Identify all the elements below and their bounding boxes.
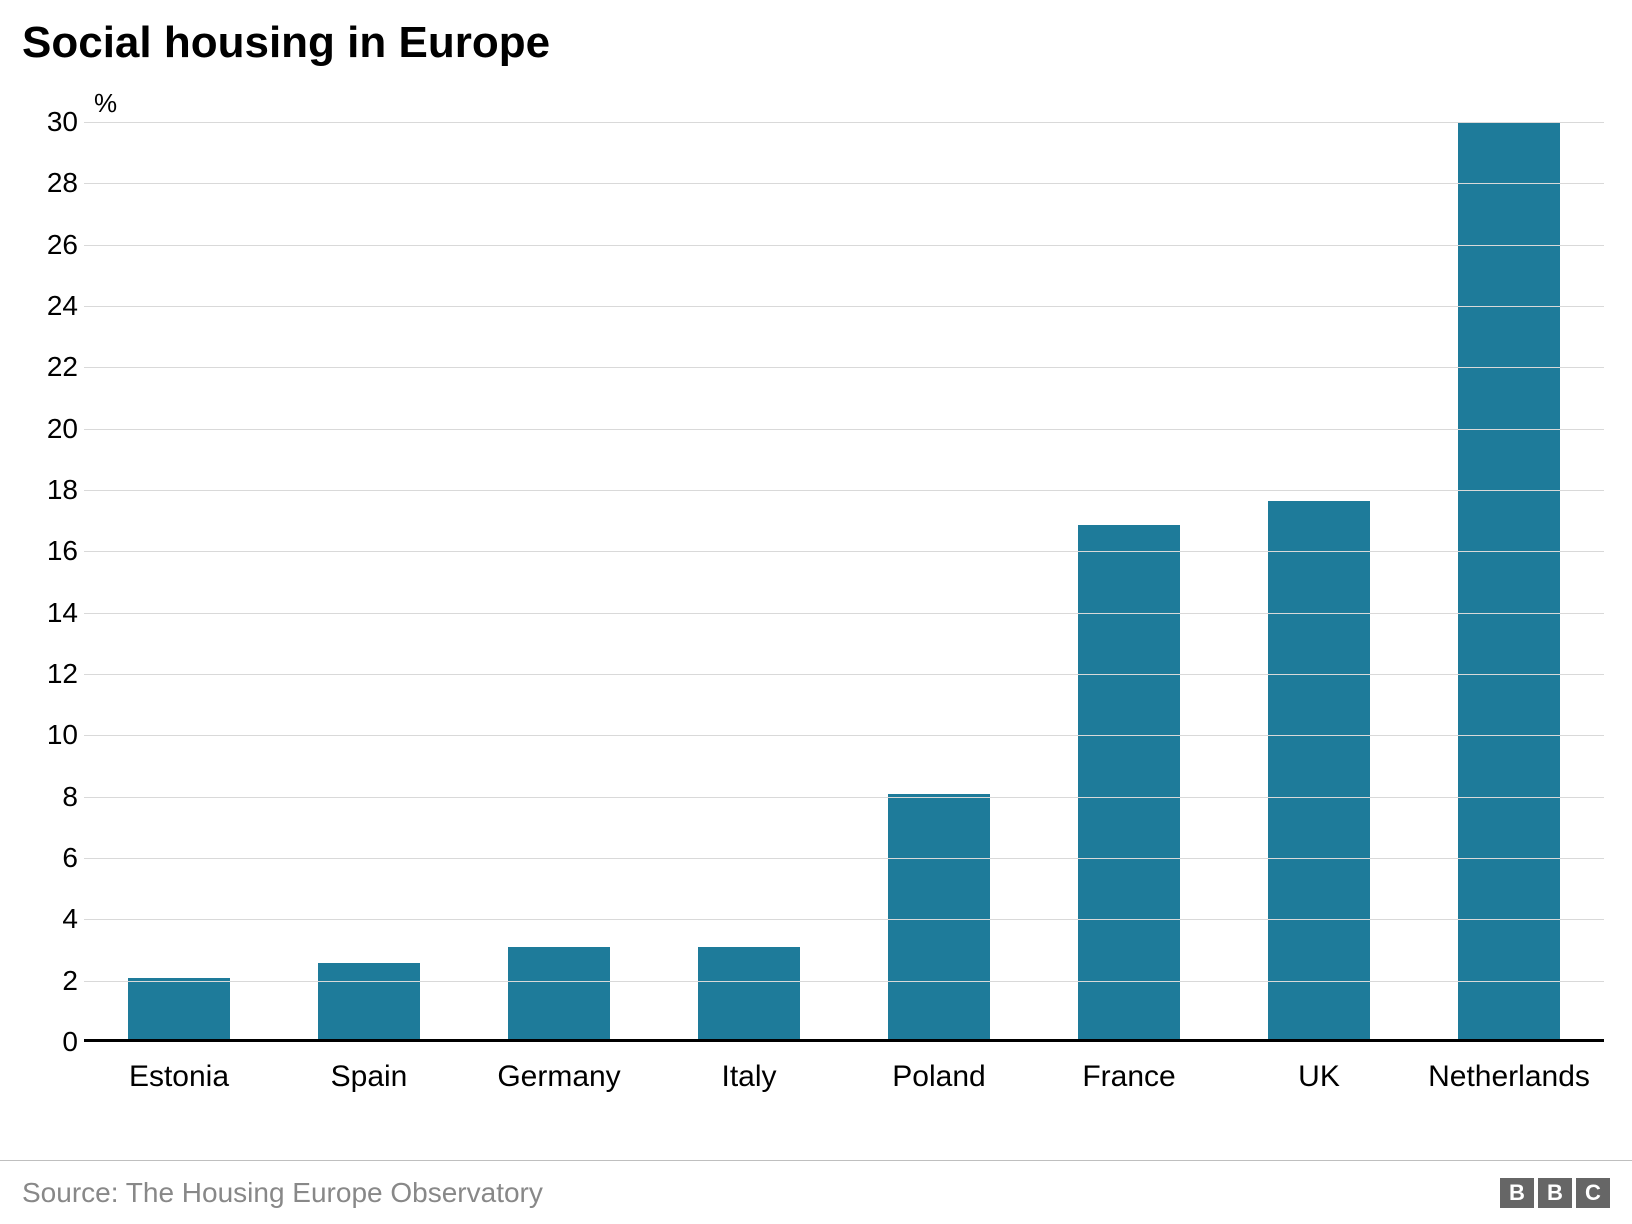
bar-slot [1224,122,1414,1039]
y-axis-unit-label: % [94,88,117,119]
y-tick-label: 28 [28,167,78,199]
y-tick-label: 12 [28,658,78,690]
bar-slot [84,122,274,1039]
x-axis-label: Germany [464,1050,654,1094]
gridline [84,858,1604,859]
x-axis-label: UK [1224,1050,1414,1094]
y-tick-label: 2 [28,965,78,997]
bar [318,963,421,1039]
bar [1458,122,1561,1039]
bar-slot [654,122,844,1039]
chart-footer: Source: The Housing Europe Observatory B… [0,1160,1632,1224]
gridline [84,674,1604,675]
y-tick-label: 14 [28,597,78,629]
gridline [84,183,1604,184]
y-tick-label: 18 [28,474,78,506]
bar-slot [1414,122,1604,1039]
gridline [84,981,1604,982]
bar [1078,525,1181,1039]
bar [1268,501,1371,1039]
gridline [84,613,1604,614]
gridline [84,245,1604,246]
plot-area [84,122,1604,1042]
bbc-logo-block: B [1538,1178,1572,1208]
bars-group [84,122,1604,1039]
bar [698,947,801,1039]
y-tick-label: 4 [28,903,78,935]
gridline [84,551,1604,552]
bbc-logo-block: C [1576,1178,1610,1208]
y-tick-label: 10 [28,719,78,751]
bbc-logo: BBC [1500,1178,1610,1208]
gridline [84,797,1604,798]
bar [128,978,231,1039]
bbc-logo-block: B [1500,1178,1534,1208]
x-axis-label: Italy [654,1050,844,1094]
bar [508,947,611,1039]
y-tick-label: 8 [28,781,78,813]
x-axis-labels: EstoniaSpainGermanyItalyPolandFranceUKNe… [84,1050,1604,1094]
gridline [84,919,1604,920]
source-text: Source: The Housing Europe Observatory [22,1177,543,1209]
x-axis-label: Poland [844,1050,1034,1094]
gridline [84,367,1604,368]
gridline [84,429,1604,430]
y-tick-label: 22 [28,351,78,383]
y-tick-label: 6 [28,842,78,874]
x-axis-label: Spain [274,1050,464,1094]
gridline [84,735,1604,736]
gridline [84,490,1604,491]
gridline [84,306,1604,307]
y-tick-label: 16 [28,535,78,567]
y-tick-label: 0 [28,1026,78,1058]
y-tick-label: 30 [28,106,78,138]
x-axis-label: Estonia [84,1050,274,1094]
x-axis-label: Netherlands [1414,1050,1604,1094]
y-tick-label: 26 [28,229,78,261]
chart-container: Social housing in Europe % 0246810121416… [0,0,1632,1224]
chart-title: Social housing in Europe [22,18,1610,68]
bar-slot [464,122,654,1039]
bar [888,794,991,1039]
x-axis-label: France [1034,1050,1224,1094]
chart-wrap: % 024681012141618202224262830 EstoniaSpa… [22,82,1610,1102]
gridline [84,122,1604,123]
bar-slot [844,122,1034,1039]
bar-slot [1034,122,1224,1039]
y-tick-label: 20 [28,413,78,445]
bar-slot [274,122,464,1039]
y-tick-label: 24 [28,290,78,322]
